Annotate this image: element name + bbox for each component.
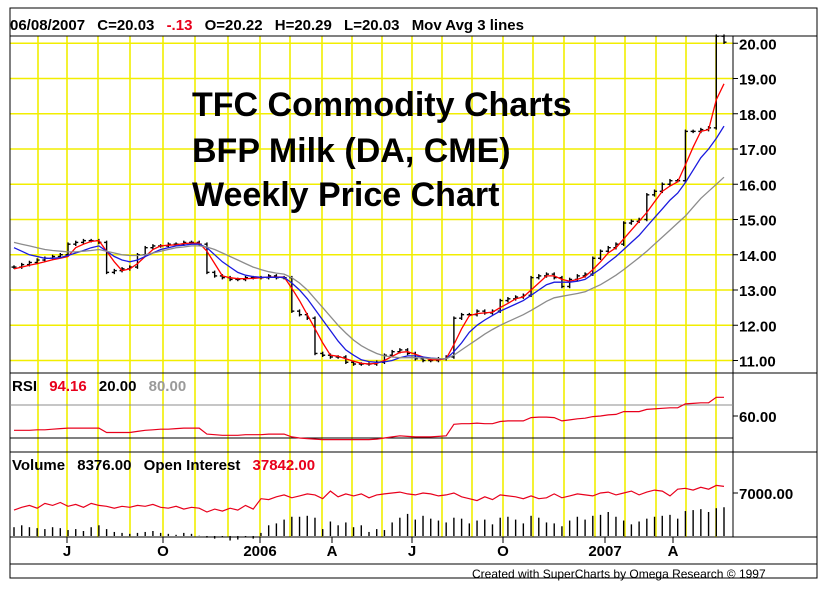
- rsi-tick-label: 60.00: [739, 409, 777, 426]
- rsi-panel: [10, 396, 733, 441]
- volume-header: Volume 8376.00 Open Interest 37842.00: [12, 457, 315, 474]
- panel-frames: [9, 7, 818, 579]
- price-layer: [11, 34, 727, 366]
- x-tick-label: 2006: [243, 543, 276, 560]
- moving-averages: [13, 83, 725, 365]
- rsi-value: 94.16: [49, 378, 87, 395]
- rsi-line: [14, 396, 724, 441]
- footer-credit: Created with SuperCharts by Omega Resear…: [472, 567, 766, 581]
- volume-value: 8376.00: [77, 457, 131, 474]
- header-date: 06/08/2007: [10, 17, 85, 34]
- rsi-header: RSI 94.16 20.00 80.00: [12, 378, 186, 395]
- x-tick-label: A: [327, 543, 338, 560]
- price-tick-label: 12.00: [739, 318, 777, 335]
- x-tick-label: 2007: [588, 543, 621, 560]
- ma-long-line: [13, 176, 725, 360]
- volume-label: Volume: [12, 457, 65, 474]
- open-interest-line: [13, 484, 725, 513]
- oi-value: 37842.00: [253, 457, 316, 474]
- header-change: -.13: [167, 17, 193, 34]
- rsi-high: 80.00: [149, 378, 187, 395]
- price-tick-label: 20.00: [739, 36, 777, 53]
- price-tick-label: 11.00: [739, 354, 776, 371]
- header-close: C=20.03: [97, 17, 154, 34]
- x-tick-label: O: [497, 543, 509, 560]
- outer-frame: [9, 7, 818, 579]
- chart-title-line-2: BFP Milk (DA, CME): [192, 132, 511, 170]
- header-low: L=20.03: [344, 17, 399, 34]
- ma-mid-line: [13, 125, 725, 363]
- chart-title-line-3: Weekly Price Chart: [192, 176, 499, 214]
- grid-layer: [10, 36, 733, 537]
- price-tick-label: 17.00: [739, 142, 777, 159]
- x-tick-label: O: [157, 543, 169, 560]
- header-study: Mov Avg 3 lines: [412, 17, 524, 34]
- header-high: H=20.29: [275, 17, 332, 34]
- chart-title-line-1: TFC Commodity Charts: [192, 86, 572, 124]
- axis-ticks: 11.00 12.00 13.00 14.00 15.00 16.00 17.00 18.00…: [63, 36, 793, 560]
- price-tick-label: 13.00: [739, 283, 777, 300]
- rsi-label: RSI: [12, 378, 37, 395]
- rsi-low: 20.00: [99, 378, 137, 395]
- x-tick-label: J: [63, 543, 71, 560]
- price-tick-label: 18.00: [739, 107, 777, 124]
- price-tick-label: 16.00: [739, 177, 777, 194]
- x-tick-label: J: [408, 543, 416, 560]
- price-tick-label: 19.00: [739, 72, 777, 89]
- price-tick-label: 15.00: [739, 213, 777, 230]
- price-tick-label: 14.00: [739, 248, 777, 265]
- volume-panel: [13, 484, 725, 541]
- volume-tick-label: 7000.00: [739, 486, 793, 503]
- x-tick-label: A: [668, 543, 679, 560]
- ma-short-line: [13, 83, 725, 365]
- header-open: O=20.22: [205, 17, 263, 34]
- oi-label: Open Interest: [144, 457, 241, 474]
- header-line: 06/08/2007 C=20.03 -.13 O=20.22 H=20.29 …: [10, 17, 524, 34]
